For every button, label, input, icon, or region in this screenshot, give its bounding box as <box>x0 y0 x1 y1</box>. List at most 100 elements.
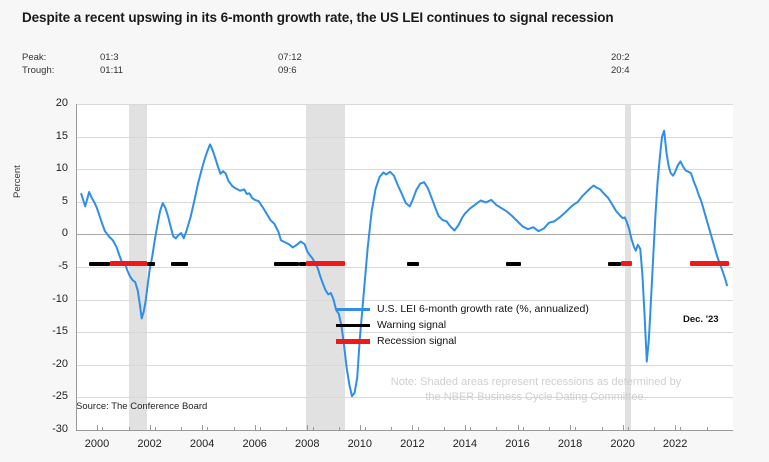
warning-signal-bar <box>505 261 522 266</box>
legend-label-warning: Warning signal <box>377 319 447 331</box>
x-tick-mark-minor <box>470 427 472 430</box>
y-axis-title: Percent <box>12 165 23 198</box>
y-tick-label: 20 <box>55 97 68 109</box>
gridline <box>76 169 733 171</box>
x-tick-mark <box>675 425 677 430</box>
x-tick-mark-minor <box>443 427 445 430</box>
trough-row-label: Trough: <box>22 65 55 76</box>
x-tick-mark-minor <box>102 427 104 430</box>
legend-label-recession: Recession signal <box>377 335 457 347</box>
x-tick-mark-minor <box>627 427 629 430</box>
warning-signal-bar <box>608 261 622 266</box>
recession-signal-bar <box>689 261 730 267</box>
x-tick-mark-minor <box>181 427 183 430</box>
gridline <box>76 299 733 301</box>
legend-line-swatch-blue <box>336 307 370 311</box>
warning-signal-bar <box>89 261 111 266</box>
x-tick-label: 2016 <box>505 438 530 450</box>
x-tick-label: 2018 <box>557 438 583 450</box>
lei-growth-line <box>80 129 728 398</box>
y-tick-label: -30 <box>52 423 68 435</box>
source-note: Source: The Conference Board <box>76 401 208 412</box>
y-tick-label: 10 <box>55 162 68 175</box>
x-tick-label: 2014 <box>452 438 478 450</box>
x-tick-mark-minor <box>128 427 130 430</box>
y-tick-label: -20 <box>52 357 68 370</box>
chart-note-line-2: the NBER Business Cycle Dating Committee… <box>425 391 647 403</box>
legend-label-series: U.S. LEI 6-month growth rate (%, annuali… <box>377 303 589 315</box>
cycle-2-trough: 09:6 <box>278 65 297 76</box>
gridline <box>76 234 733 236</box>
x-tick-mark <box>202 425 204 430</box>
x-tick-label: 2002 <box>137 438 162 450</box>
series-line-layer <box>80 129 728 398</box>
x-tick-mark-minor <box>391 427 393 430</box>
recession-signal-bar <box>621 261 632 267</box>
gridline <box>76 397 733 399</box>
x-tick-mark <box>412 425 414 430</box>
x-tick-label: 2020 <box>610 438 635 450</box>
x-tick-mark-minor <box>233 427 235 430</box>
x-tick-label: 2010 <box>347 438 373 450</box>
x-tick-mark <box>464 425 466 430</box>
x-tick-mark-minor <box>706 427 708 430</box>
legend-item-recession: Recession signal <box>336 334 589 348</box>
x-tick-mark-minor <box>549 427 551 430</box>
gridline <box>76 364 733 366</box>
x-tick-mark-minor <box>496 427 498 430</box>
x-tick-mark <box>307 425 309 430</box>
x-tick-mark-minor <box>575 427 577 430</box>
cycle-3-trough: 20:4 <box>611 65 630 76</box>
x-tick-mark <box>97 425 99 430</box>
x-tick-mark-minor <box>601 427 603 430</box>
last-point-annotation: Dec. '23 <box>683 314 719 325</box>
y-tick-label: -15 <box>52 325 68 338</box>
warning-signal-bar <box>146 261 155 266</box>
warning-signal-bar <box>299 261 306 266</box>
x-tick-mark-minor <box>207 427 209 430</box>
x-tick-mark-minor <box>417 427 419 430</box>
x-axis-line <box>76 430 733 431</box>
chart-note: Note: Shaded areas represent recessions … <box>336 375 736 405</box>
x-tick-label: 2000 <box>84 438 110 450</box>
x-tick-mark-minor <box>365 427 367 430</box>
cycle-1-trough: 01:11 <box>100 65 124 76</box>
gridline <box>76 267 733 268</box>
x-tick-mark <box>570 425 572 430</box>
legend-line-swatch-red <box>336 338 370 344</box>
cycle-3-peak: 20:2 <box>611 52 630 63</box>
x-tick-mark-minor <box>522 427 524 430</box>
legend-line-swatch-black <box>336 323 370 327</box>
recession-signal-bar <box>110 261 147 267</box>
y-tick-label: 5 <box>61 194 68 207</box>
cycle-2-peak: 07:12 <box>278 52 302 63</box>
plot-area <box>76 104 733 430</box>
warning-signal-bar <box>170 261 188 266</box>
warning-signal-bar <box>274 261 300 266</box>
x-tick-mark-minor <box>259 427 261 430</box>
x-tick-mark-minor <box>286 427 288 430</box>
x-tick-mark <box>517 425 519 430</box>
gridline <box>76 104 733 105</box>
y-axis-line <box>76 104 77 430</box>
y-tick-label: 0 <box>61 227 68 240</box>
y-tick-label: -5 <box>58 260 68 272</box>
warning-signal-bar <box>407 261 419 266</box>
chart-legend: U.S. LEI 6-month growth rate (%, annuali… <box>336 302 589 350</box>
x-tick-mark <box>359 425 361 430</box>
x-tick-label: 2004 <box>189 438 215 450</box>
x-tick-mark <box>622 425 624 430</box>
x-tick-mark <box>254 425 256 430</box>
y-tick-label: 15 <box>55 129 68 142</box>
peak-row-label: Peak: <box>22 52 47 63</box>
chart-note-line-1: Note: Shaded areas represent recessions … <box>390 376 682 388</box>
legend-item-series: U.S. LEI 6-month growth rate (%, annuali… <box>336 302 589 316</box>
x-tick-mark-minor <box>680 427 682 430</box>
y-tick-label: -10 <box>52 292 68 305</box>
recession-signal-bar <box>305 261 346 267</box>
x-tick-label: 2012 <box>400 438 425 450</box>
x-tick-mark-minor <box>154 427 156 430</box>
x-tick-label: 2022 <box>662 438 688 450</box>
x-tick-mark <box>149 425 151 430</box>
